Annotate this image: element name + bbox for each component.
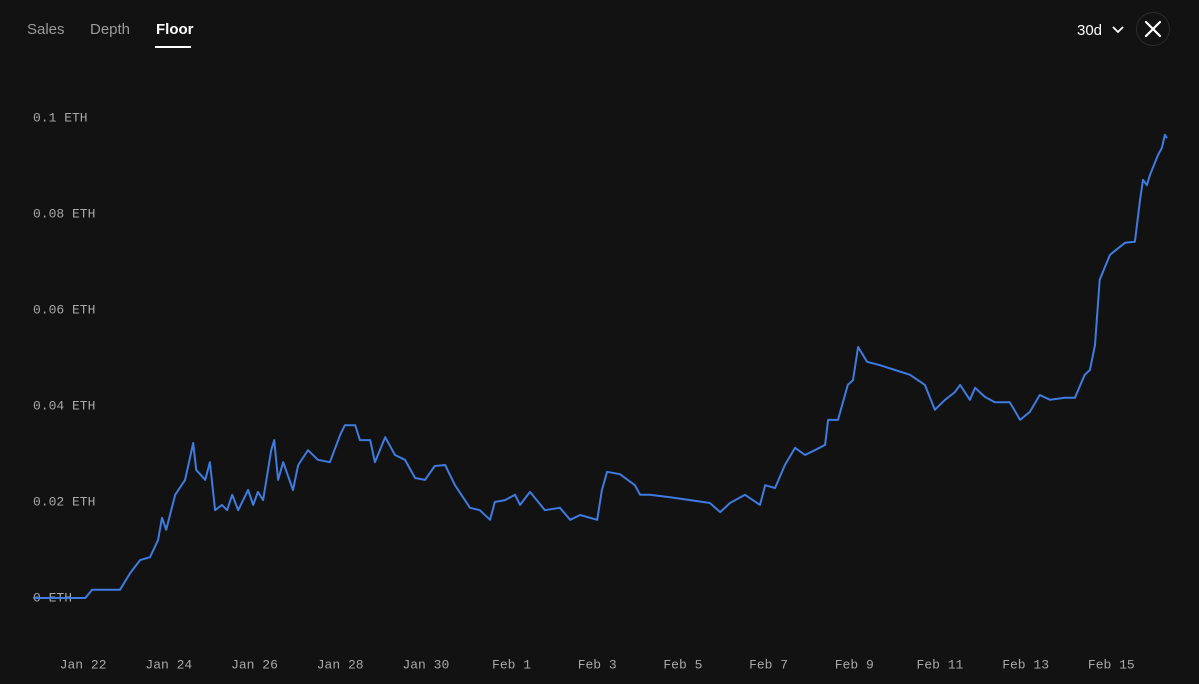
- x-tick-label: Feb 11: [917, 657, 964, 672]
- y-tick-label: 0.04 ETH: [33, 398, 95, 413]
- y-tick-label: 0.02 ETH: [33, 494, 95, 509]
- y-tick-label: 0.1 ETH: [33, 110, 88, 125]
- chevron-icon[interactable]: [1112, 25, 1124, 35]
- x-tick-label: Feb 13: [1002, 657, 1049, 672]
- y-tick-label: 0.08 ETH: [33, 206, 95, 221]
- active-tab-underline: [155, 46, 191, 48]
- close-icon: [1144, 20, 1162, 38]
- x-tick-label: Feb 3: [578, 657, 617, 672]
- y-tick-label: 0.06 ETH: [33, 302, 95, 317]
- range-select[interactable]: 30d: [1077, 22, 1103, 39]
- tab-depth[interactable]: Depth: [90, 21, 131, 38]
- x-tick-label: Feb 15: [1088, 657, 1135, 672]
- x-tick-label: Jan 28: [317, 657, 364, 672]
- x-tick-label: Jan 30: [402, 657, 449, 672]
- x-tick-label: Feb 9: [835, 657, 874, 672]
- x-tick-label: Feb 5: [663, 657, 702, 672]
- tab-floor[interactable]: Floor: [156, 21, 194, 38]
- tab-sales[interactable]: Sales: [27, 21, 65, 38]
- x-tick-label: Jan 24: [145, 657, 192, 672]
- x-tick-label: Jan 22: [60, 657, 107, 672]
- x-tick-label: Jan 26: [231, 657, 278, 672]
- floor-line: [33, 133, 1168, 599]
- x-tick-label: Feb 1: [492, 657, 531, 672]
- close-button[interactable]: [1136, 12, 1170, 46]
- x-tick-label: Feb 7: [749, 657, 788, 672]
